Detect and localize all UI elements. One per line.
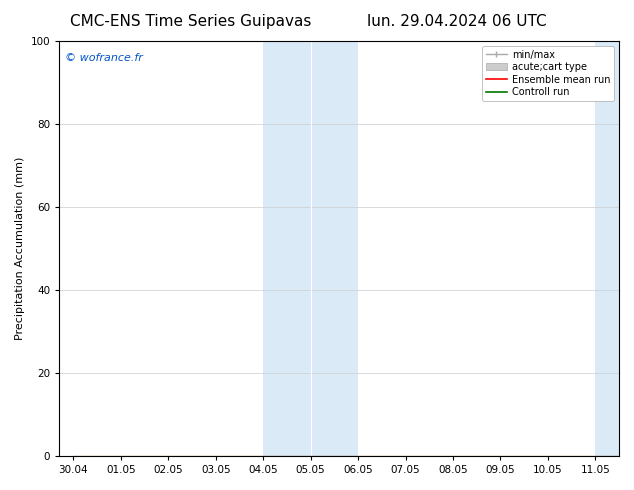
Bar <box>619 41 634 456</box>
Text: © wofrance.fr: © wofrance.fr <box>65 53 143 64</box>
Text: lun. 29.04.2024 06 UTC: lun. 29.04.2024 06 UTC <box>366 14 547 29</box>
Bar <box>595 41 619 456</box>
Text: CMC-ENS Time Series Guipavas: CMC-ENS Time Series Guipavas <box>70 14 311 29</box>
Bar <box>311 41 358 456</box>
Y-axis label: Precipitation Accumulation (mm): Precipitation Accumulation (mm) <box>15 157 25 340</box>
Legend: min/max, acute;cart type, Ensemble mean run, Controll run: min/max, acute;cart type, Ensemble mean … <box>482 46 614 101</box>
Bar <box>263 41 311 456</box>
